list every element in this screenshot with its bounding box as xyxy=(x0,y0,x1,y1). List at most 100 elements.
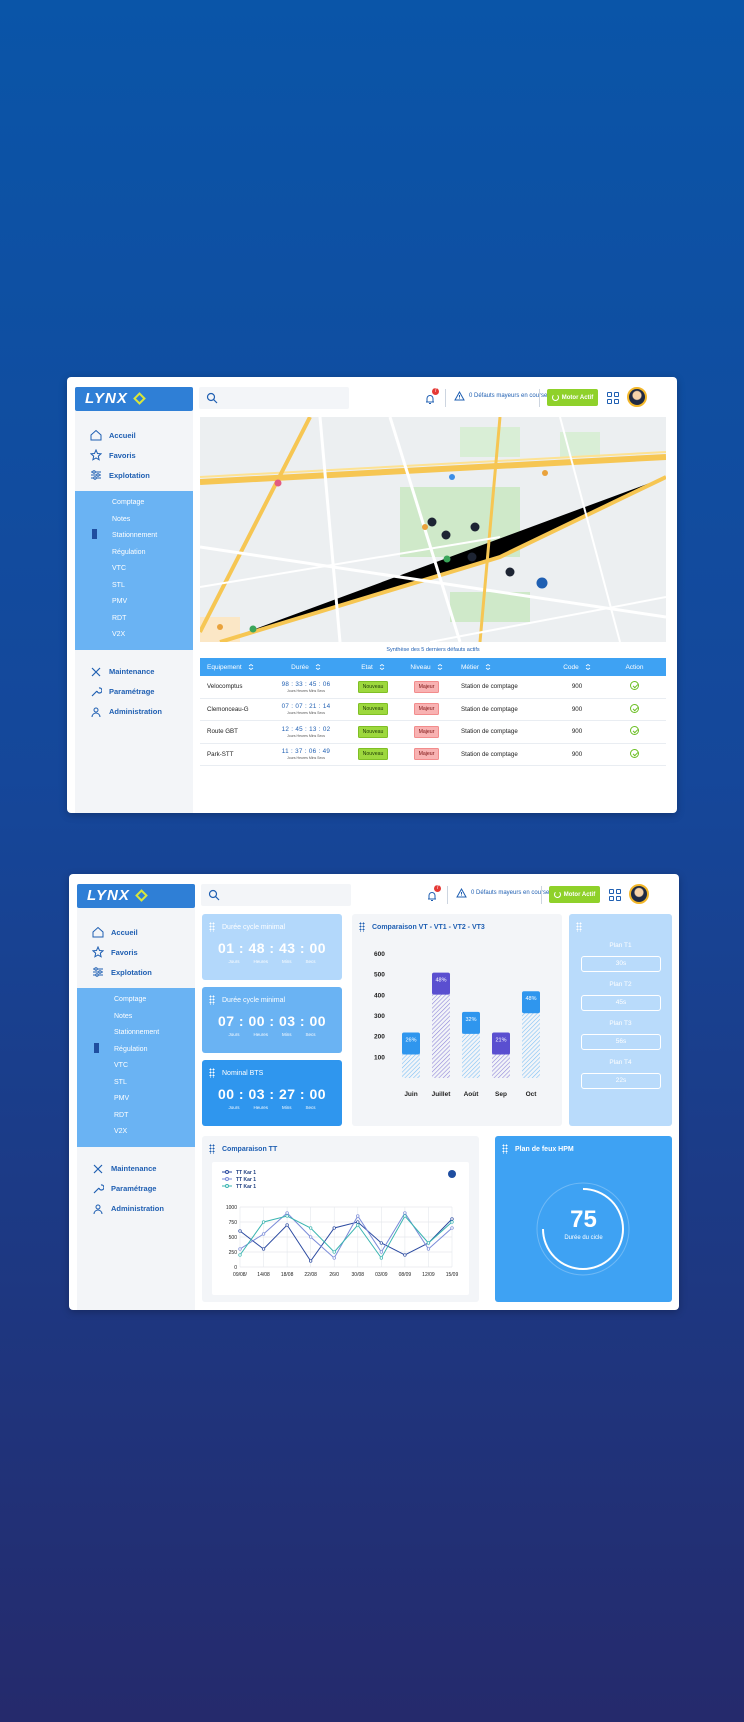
table-row[interactable]: Park-STT 11 : 37 : 06 : 49 Jours Heures Mi… xyxy=(200,744,666,766)
data-point[interactable] xyxy=(426,1247,431,1251)
data-point[interactable] xyxy=(285,1223,289,1227)
alert-status[interactable]: 0 Défauts mayeurs en course xyxy=(454,391,547,401)
nav-administration[interactable]: Administration xyxy=(89,702,193,722)
search-input[interactable] xyxy=(199,387,349,409)
data-point[interactable] xyxy=(238,1229,242,1233)
nav-favoris[interactable]: Favoris xyxy=(89,445,193,465)
apps-grid-icon[interactable] xyxy=(607,392,619,404)
nav-explotation[interactable]: Explotation xyxy=(91,962,195,982)
table-row[interactable]: Route GBT 12 : 45 : 13 : 02 Jours Heures M… xyxy=(200,721,666,744)
header-duree[interactable]: Durée xyxy=(265,664,347,671)
plan-value-field[interactable]: 22s xyxy=(581,1073,661,1089)
series-line[interactable] xyxy=(239,1215,453,1259)
data-point[interactable] xyxy=(309,1259,313,1263)
series-line[interactable] xyxy=(239,1218,453,1262)
data-point[interactable] xyxy=(309,1226,313,1230)
bar[interactable] xyxy=(492,1032,510,1055)
nav-parametrage[interactable]: Paramétrage xyxy=(91,1179,195,1199)
header-code[interactable]: Code xyxy=(551,664,603,671)
subnav-vtc[interactable]: VTC xyxy=(114,1062,128,1069)
subnav-notes[interactable]: Notes xyxy=(114,1012,133,1020)
nav-parametrage[interactable]: Paramétrage xyxy=(89,682,193,702)
data-point[interactable] xyxy=(238,1253,242,1257)
bar[interactable] xyxy=(522,991,540,1014)
nav-accueil[interactable]: Accueil xyxy=(91,922,195,942)
subnav-stationnement[interactable]: Stationnement xyxy=(114,1029,160,1036)
data-point[interactable] xyxy=(450,1226,454,1230)
search-input[interactable] xyxy=(201,884,351,906)
plan-value-field[interactable]: 56s xyxy=(581,1034,661,1050)
header-etat[interactable]: Etat xyxy=(347,664,399,671)
countdown-card[interactable]: Durée cycle minimal 01 : 48 : 43 : 00 Jo… xyxy=(202,914,342,980)
series-line[interactable] xyxy=(239,1212,453,1259)
nav-administration[interactable]: Administration xyxy=(91,1199,195,1219)
data-point[interactable] xyxy=(403,1214,407,1218)
table-row[interactable]: Clemonceau-G 07 : 07 : 21 : 14 Jours Heure… xyxy=(200,699,666,721)
data-point[interactable] xyxy=(356,1214,360,1218)
data-point[interactable] xyxy=(379,1241,383,1245)
city-map[interactable] xyxy=(200,417,666,642)
notification-bell-icon[interactable]: 7 xyxy=(426,885,441,901)
nav-favoris[interactable]: Favoris xyxy=(91,942,195,962)
check-circle-icon[interactable] xyxy=(630,726,639,736)
data-point[interactable] xyxy=(356,1220,360,1224)
bar[interactable] xyxy=(462,1011,480,1034)
drag-handle-icon[interactable] xyxy=(209,922,215,932)
table-row[interactable]: Velocomptus 98 : 33 : 45 : 06 Jours Heures… xyxy=(200,676,666,699)
data-point[interactable] xyxy=(450,1217,454,1221)
subnav-pmv[interactable]: PMV xyxy=(112,598,128,605)
data-point[interactable] xyxy=(332,1226,336,1230)
plan-value-field[interactable]: 45s xyxy=(581,995,661,1011)
motor-actif-button[interactable]: Motor Actif xyxy=(549,886,600,903)
data-point[interactable] xyxy=(356,1223,360,1227)
subnav-stl[interactable]: STL xyxy=(114,1078,127,1086)
nav-maintenance[interactable]: Maintenance xyxy=(89,662,193,682)
info-icon[interactable] xyxy=(448,1170,456,1178)
header-equipement[interactable]: Equipement xyxy=(200,664,265,671)
header-metier[interactable]: Métier xyxy=(454,664,551,671)
data-point[interactable] xyxy=(379,1250,383,1254)
subnav-comptage[interactable]: Comptage xyxy=(114,996,147,1003)
check-circle-icon[interactable] xyxy=(630,748,639,758)
countdown-card[interactable]: Durée cycle minimal 07 : 00 : 03 : 00 Jo… xyxy=(202,987,342,1053)
data-point[interactable] xyxy=(261,1247,266,1251)
subnav-v2x[interactable]: V2X xyxy=(114,1128,128,1135)
subnav-notes[interactable]: Notes xyxy=(112,515,131,523)
data-point[interactable] xyxy=(403,1211,407,1215)
data-point[interactable] xyxy=(332,1256,336,1260)
subnav-comptage[interactable]: Comptage xyxy=(112,499,145,506)
plan-value-field[interactable]: 30s xyxy=(581,956,661,972)
subnav-stl[interactable]: STL xyxy=(112,581,125,589)
data-point[interactable] xyxy=(450,1220,454,1224)
drag-handle-icon[interactable] xyxy=(359,922,365,932)
subnav-rdt[interactable]: RDT xyxy=(114,1111,129,1119)
data-point[interactable] xyxy=(285,1211,289,1215)
nav-accueil[interactable]: Accueil xyxy=(89,425,193,445)
drag-handle-icon[interactable] xyxy=(209,1144,215,1154)
logo[interactable]: LYNX xyxy=(77,884,195,908)
drag-handle-icon[interactable] xyxy=(209,995,215,1005)
subnav-stationnement[interactable]: Stationnement xyxy=(112,532,158,539)
subnav-pmv[interactable]: PMV xyxy=(114,1095,130,1102)
check-circle-icon[interactable] xyxy=(630,703,639,713)
notification-bell-icon[interactable]: 7 xyxy=(424,388,439,404)
subnav-regulation[interactable]: Régulation xyxy=(112,548,146,556)
subnav-v2x[interactable]: V2X xyxy=(112,631,126,638)
data-point[interactable] xyxy=(403,1253,407,1257)
drag-handle-icon[interactable] xyxy=(576,922,582,932)
subnav-rdt[interactable]: RDT xyxy=(112,614,127,622)
drag-handle-icon[interactable] xyxy=(209,1068,215,1078)
alert-status[interactable]: 0 Défauts mayeurs en course xyxy=(456,888,549,898)
data-point[interactable] xyxy=(309,1235,313,1239)
motor-actif-button[interactable]: Motor Actif xyxy=(547,389,598,406)
data-point[interactable] xyxy=(261,1220,266,1224)
check-circle-icon[interactable] xyxy=(630,681,639,691)
apps-grid-icon[interactable] xyxy=(609,889,621,901)
bar[interactable] xyxy=(402,1032,420,1055)
logo[interactable]: LYNX xyxy=(75,387,193,411)
countdown-card[interactable]: Nominal BTS 00 : 03 : 27 : 00 Jours Heure… xyxy=(202,1060,342,1126)
data-point[interactable] xyxy=(285,1214,289,1218)
data-point[interactable] xyxy=(261,1232,266,1236)
data-point[interactable] xyxy=(332,1250,336,1254)
bar[interactable] xyxy=(432,972,450,995)
